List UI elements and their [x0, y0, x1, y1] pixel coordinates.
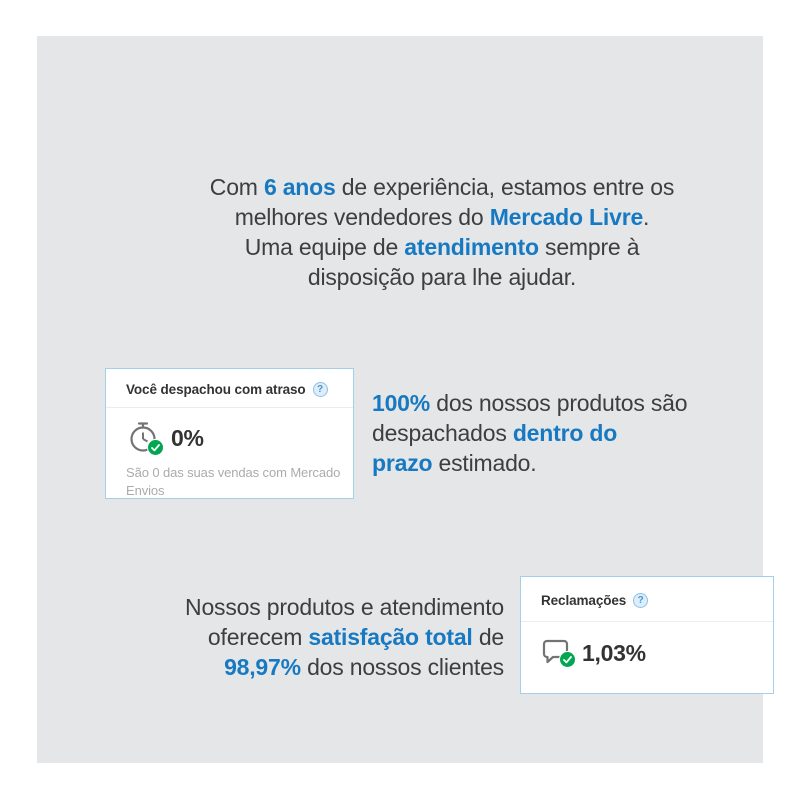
satisfaction-line-1: Nossos produtos e atendimento	[185, 594, 504, 620]
card-header: Reclamações ?	[521, 577, 773, 622]
card-body: 0% São 0 das suas vendas com Mercado Env…	[106, 408, 353, 510]
help-icon[interactable]: ?	[312, 382, 328, 397]
highlight-dentro-do: dentro do	[512, 420, 618, 446]
intro-line-4: disposição para lhe ajudar.	[307, 264, 577, 290]
check-badge-icon	[147, 439, 164, 456]
highlight-9897: 98,97%	[224, 654, 301, 680]
highlight-prazo: prazo	[372, 450, 433, 476]
shipping-text: 100% dos nossos produtos são despachados…	[372, 388, 732, 478]
help-icon[interactable]: ?	[633, 593, 649, 608]
speech-bubble-icon	[541, 638, 576, 668]
shipping-metric-value: 0%	[171, 424, 204, 451]
satisfaction-line-2: oferecem satisfação total de	[207, 624, 504, 650]
shipping-metric-caption: São 0 das suas vendas com Mercado Envios	[126, 465, 341, 498]
intro-heading: Com 6 anos de experiência, estamos entre…	[112, 172, 772, 292]
shipping-line-2: despachados dentro do	[372, 420, 618, 446]
card-title: Reclamações	[541, 593, 627, 608]
highlight-satisfacao-total: satisfação total	[308, 624, 473, 650]
stopwatch-icon	[126, 421, 164, 456]
check-badge-icon	[559, 651, 576, 668]
intro-line-3: Uma equipe de atendimento sempre à	[244, 234, 640, 260]
metric-row: 1,03%	[541, 638, 753, 668]
claims-metric-value: 1,03%	[582, 639, 646, 666]
intro-line-2: melhores vendedores do Mercado Livre.	[234, 204, 650, 230]
shipping-line-3: prazo estimado.	[372, 450, 537, 476]
shipping-metric-card: Você despachou com atraso ?	[105, 368, 354, 499]
shipping-line-1: 100% dos nossos produtos são	[372, 390, 688, 416]
card-title: Você despachou com atraso	[126, 382, 306, 397]
card-header: Você despachou com atraso ?	[106, 369, 353, 408]
highlight-years: 6 anos	[263, 174, 336, 200]
highlight-atendimento: atendimento	[404, 234, 539, 260]
highlight-100: 100%	[372, 390, 431, 416]
satisfaction-line-3: 98,97% dos nossos clientes	[224, 654, 504, 680]
metric-row: 0%	[126, 421, 333, 456]
satisfaction-text: Nossos produtos e atendimento oferecem s…	[97, 592, 504, 682]
gray-panel: Com 6 anos de experiência, estamos entre…	[37, 36, 774, 763]
intro-line-1: Com 6 anos de experiência, estamos entre…	[209, 174, 675, 200]
card-body: 1,03%	[521, 622, 773, 678]
claims-metric-card: Reclamações ? 1,03%	[520, 576, 774, 694]
highlight-mercado-livre: Mercado Livre	[489, 204, 644, 230]
